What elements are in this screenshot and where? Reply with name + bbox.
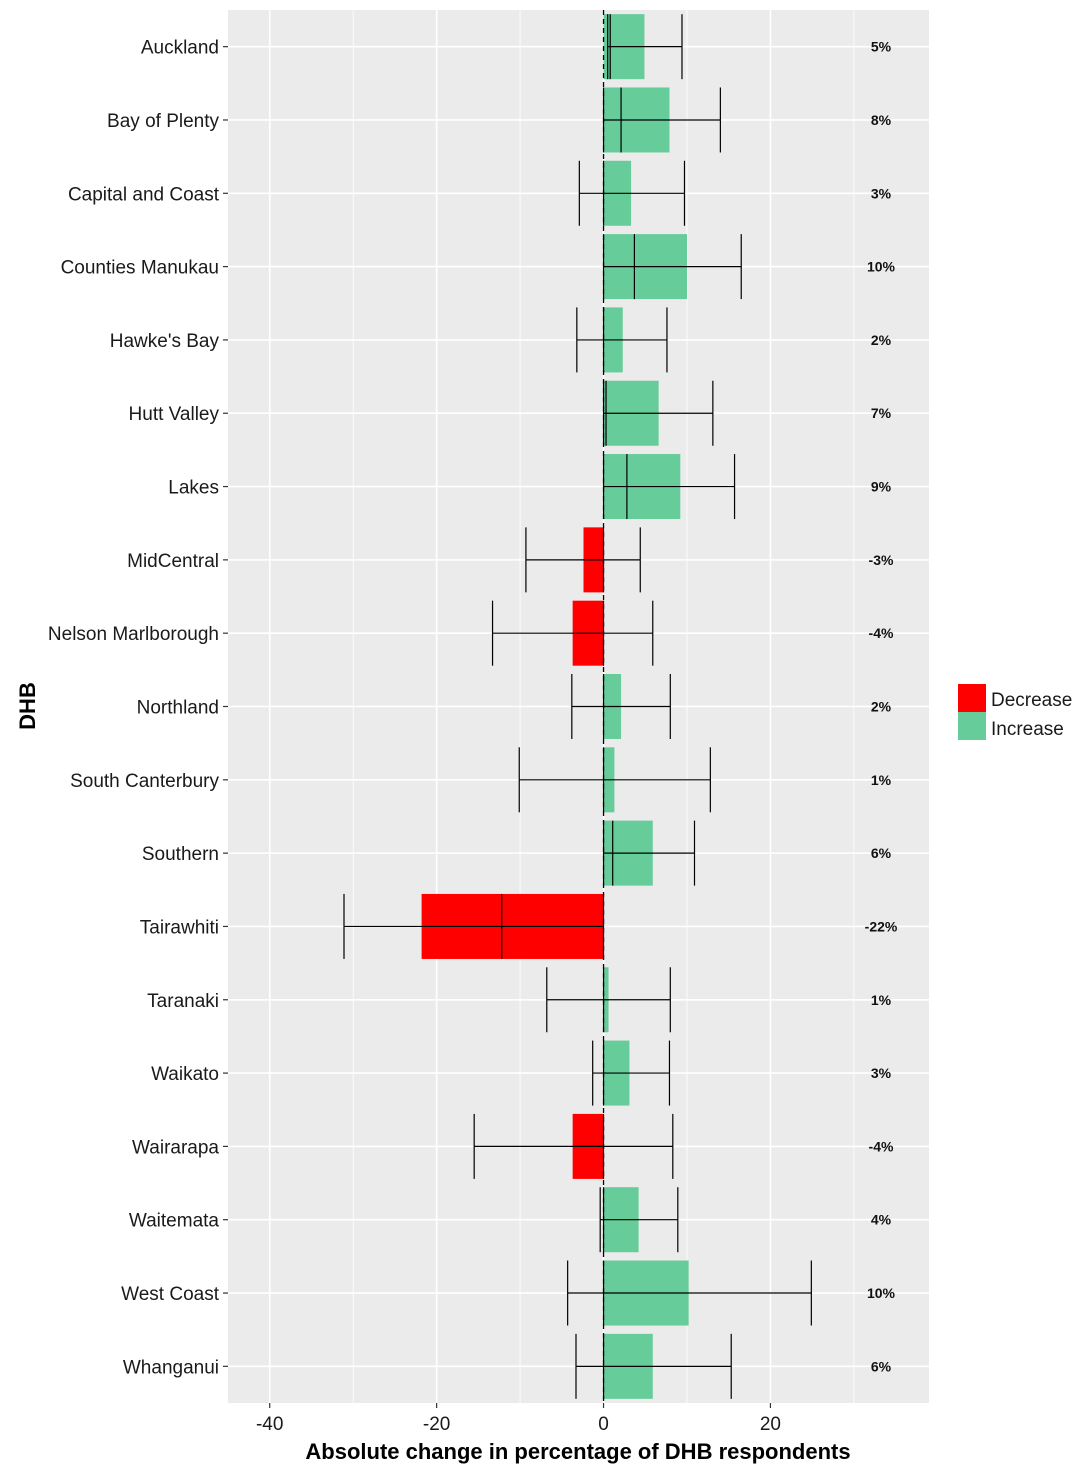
error-bar (567, 1260, 812, 1326)
error-bar (602, 87, 721, 153)
error-bar (525, 527, 641, 593)
error-bar (602, 380, 714, 446)
category-label: Waitemata (129, 1211, 220, 1232)
value-label: 3% (871, 1065, 892, 1081)
x-tick-label: 20 (760, 1414, 781, 1435)
category-label: Taranaki (147, 991, 219, 1012)
category-label: Hutt Valley (129, 404, 220, 425)
legend: Decrease Increase (958, 684, 1072, 740)
y-axis-title: DHB (15, 682, 40, 730)
x-tick-label: -40 (256, 1414, 283, 1435)
value-label: 4% (871, 1212, 892, 1228)
category-label: Northland (137, 698, 219, 719)
category-label: West Coast (121, 1284, 220, 1305)
category-label: Bay of Plenty (107, 111, 219, 132)
value-label: -4% (869, 1138, 894, 1154)
category-label: Auckland (141, 38, 219, 59)
error-bar (602, 820, 696, 886)
error-bar (602, 234, 742, 300)
category-label: MidCentral (127, 551, 219, 572)
category-label: Waikato (151, 1064, 219, 1085)
value-label: 8% (871, 112, 892, 128)
error-bar (599, 1187, 679, 1253)
value-label: 3% (871, 185, 892, 201)
value-label: 1% (871, 992, 892, 1008)
value-label: -22% (865, 918, 898, 934)
category-label: Whanganui (123, 1357, 219, 1378)
category-label: Wairarapa (132, 1137, 219, 1158)
error-bars (343, 14, 812, 1399)
category-label: Southern (142, 844, 219, 865)
error-bar (491, 600, 654, 666)
value-labels: 5% 8% 3% 10% 2% 7% 9% -3% -4% 2% 1% 6% -22% 1% 3% -4% 4%… (865, 39, 898, 1375)
value-label: -3% (869, 552, 894, 568)
value-label: -4% (869, 625, 894, 641)
category-label: Hawke's Bay (110, 331, 220, 352)
legend-label-increase: Increase (991, 719, 1064, 740)
category-label: Capital and Coast (68, 184, 220, 205)
error-bar (592, 1040, 671, 1106)
value-label: 6% (871, 1358, 892, 1374)
value-label: 10% (867, 1285, 896, 1301)
error-bar (518, 747, 711, 813)
value-label: 2% (871, 699, 892, 715)
category-label: Tairawhiti (140, 917, 219, 938)
error-bar (576, 307, 668, 373)
value-label: 1% (871, 772, 892, 788)
x-tick-label: -20 (423, 1414, 450, 1435)
value-label: 9% (871, 479, 892, 495)
x-tick-label: 0 (598, 1414, 609, 1435)
value-label: 10% (867, 259, 896, 275)
category-label: Counties Manukau (61, 258, 219, 279)
x-axis-ticks: -40 -20 0 20 (256, 1403, 781, 1435)
error-bar (571, 674, 671, 739)
category-label: Lakes (168, 478, 219, 499)
legend-swatch-increase (958, 712, 986, 740)
legend-swatch-decrease (958, 684, 986, 712)
category-label: South Canterbury (70, 771, 219, 792)
category-label: Nelson Marlborough (48, 624, 219, 645)
error-bar (575, 1333, 732, 1399)
value-label: 6% (871, 845, 892, 861)
bars (421, 14, 689, 1399)
error-bar (343, 893, 605, 959)
value-label: 5% (871, 39, 892, 55)
x-axis-title: Absolute change in percentage of DHB res… (305, 1439, 850, 1464)
error-bar (607, 14, 683, 80)
error-bar (602, 454, 736, 520)
y-axis-ticks: Auckland Bay of Plenty Capital and Coast Co… (48, 38, 228, 1378)
value-label: 2% (871, 332, 892, 348)
error-bar (578, 160, 686, 226)
value-label: 7% (871, 405, 892, 421)
error-bar (473, 1113, 674, 1179)
error-bar (546, 967, 671, 1033)
legend-label-decrease: Decrease (991, 690, 1072, 711)
